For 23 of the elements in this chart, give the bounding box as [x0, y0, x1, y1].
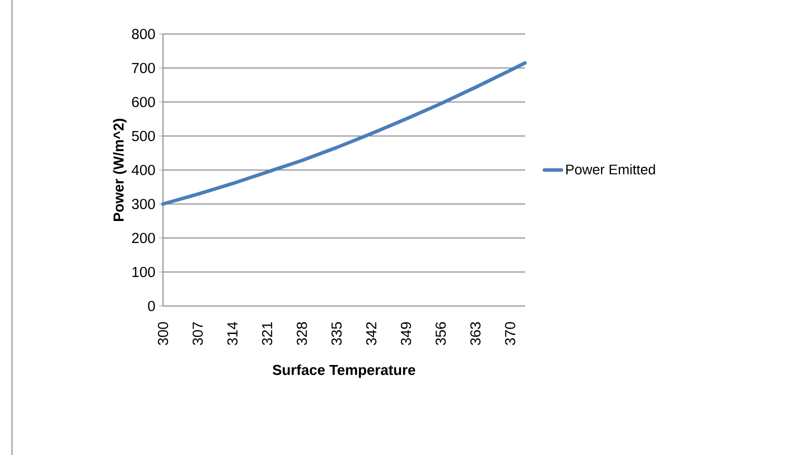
y-tick-label: 700 — [132, 62, 155, 74]
y-tick-label: 600 — [132, 96, 155, 108]
y-tick-label: 400 — [132, 164, 155, 176]
x-tick-label: 335 — [331, 322, 342, 346]
x-tick-label: 363 — [470, 322, 481, 346]
y-tick-label: 200 — [132, 232, 155, 244]
y-tick-label: 0 — [148, 300, 155, 312]
x-tick-label: 349 — [400, 322, 412, 346]
x-tick-label: 328 — [296, 322, 307, 346]
y-tick-label: 300 — [132, 198, 155, 210]
x-tick-label: 356 — [436, 322, 446, 346]
x-tick-label: 370 — [505, 322, 516, 346]
y-axis-title: Power (W/m^2) — [113, 118, 127, 222]
y-tick-label: 800 — [132, 28, 155, 40]
x-tick-label: 342 — [366, 322, 376, 346]
x-tick-label: 321 — [262, 322, 272, 346]
y-tick-label: 100 — [132, 266, 155, 278]
y-tick-label: 500 — [132, 130, 155, 142]
x-axis-title: Surface Temperature — [272, 364, 416, 378]
line-series — [161, 61, 527, 206]
x-tick-label: 307 — [192, 322, 203, 346]
x-tick-label: 314 — [227, 322, 238, 346]
legend-label: Power Emitted — [566, 164, 655, 174]
